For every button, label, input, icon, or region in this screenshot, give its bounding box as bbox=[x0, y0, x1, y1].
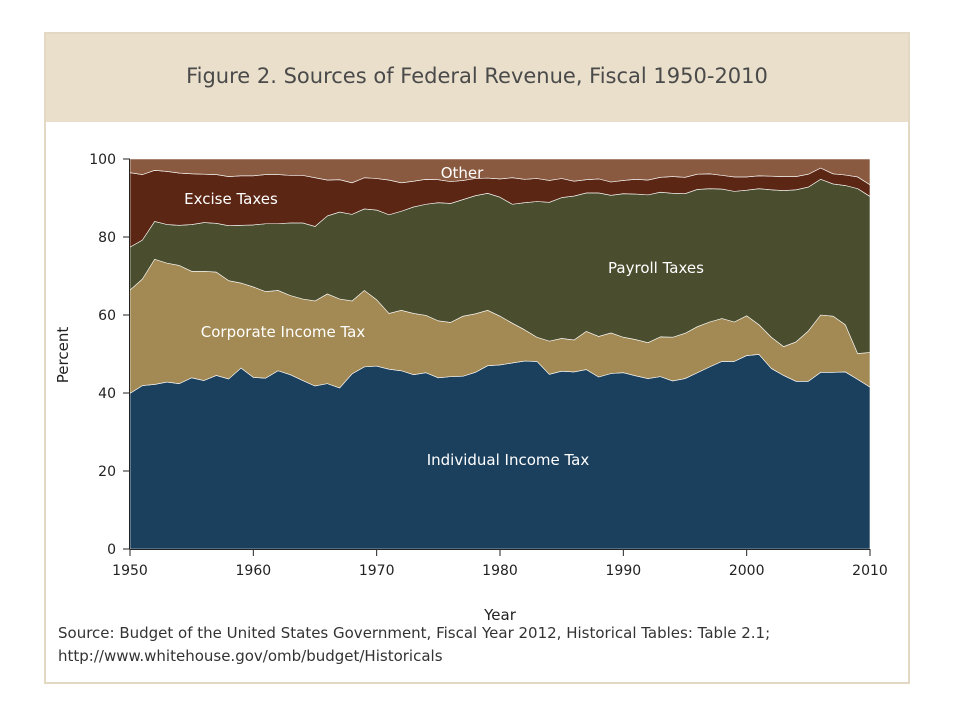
series-label-payroll: Payroll Taxes bbox=[608, 259, 704, 277]
area-layers bbox=[129, 158, 871, 550]
source-note: Source: Budget of the United States Gove… bbox=[58, 622, 918, 668]
source-citation: Source: Budget of the United States Gove… bbox=[58, 624, 771, 642]
y-tick-label-80: 80 bbox=[98, 230, 116, 246]
title-band: Figure 2. Sources of Federal Revenue, Fi… bbox=[46, 34, 908, 122]
area-other bbox=[129, 158, 871, 186]
y-tick-label-0: 0 bbox=[107, 542, 116, 558]
y-tick-label-40: 40 bbox=[98, 386, 116, 402]
series-label-other: Other bbox=[441, 164, 484, 182]
y-tick-label-100: 100 bbox=[89, 152, 116, 168]
figure-title: Figure 2. Sources of Federal Revenue, Fi… bbox=[186, 64, 768, 88]
y-axis-title: Percent bbox=[54, 327, 72, 384]
y-tick-label-60: 60 bbox=[98, 308, 116, 324]
series-label-corporate: Corporate Income Tax bbox=[201, 323, 366, 341]
x-tick-label-1970: 1970 bbox=[359, 563, 395, 579]
x-tick-label-1950: 1950 bbox=[112, 563, 148, 579]
y-tick-label-20: 20 bbox=[98, 464, 116, 480]
x-tick-label-2000: 2000 bbox=[729, 563, 765, 579]
series-label-excise: Excise Taxes bbox=[184, 190, 278, 208]
x-tick-label-1980: 1980 bbox=[482, 563, 518, 579]
source-url: http://www.whitehouse.gov/omb/budget/His… bbox=[58, 647, 443, 665]
x-tick-label-1960: 1960 bbox=[236, 563, 272, 579]
x-axis-title: Year bbox=[483, 606, 517, 624]
series-label-individual: Individual Income Tax bbox=[427, 451, 590, 469]
x-tick-label-2010: 2010 bbox=[852, 563, 888, 579]
x-tick-label-1990: 1990 bbox=[606, 563, 642, 579]
series-labels: Other Excise Taxes Payroll Taxes Corpora… bbox=[184, 164, 704, 469]
axes: 1950 1960 1970 1980 1990 2000 2010 0 20 40 60 80 100 bbox=[89, 152, 888, 579]
